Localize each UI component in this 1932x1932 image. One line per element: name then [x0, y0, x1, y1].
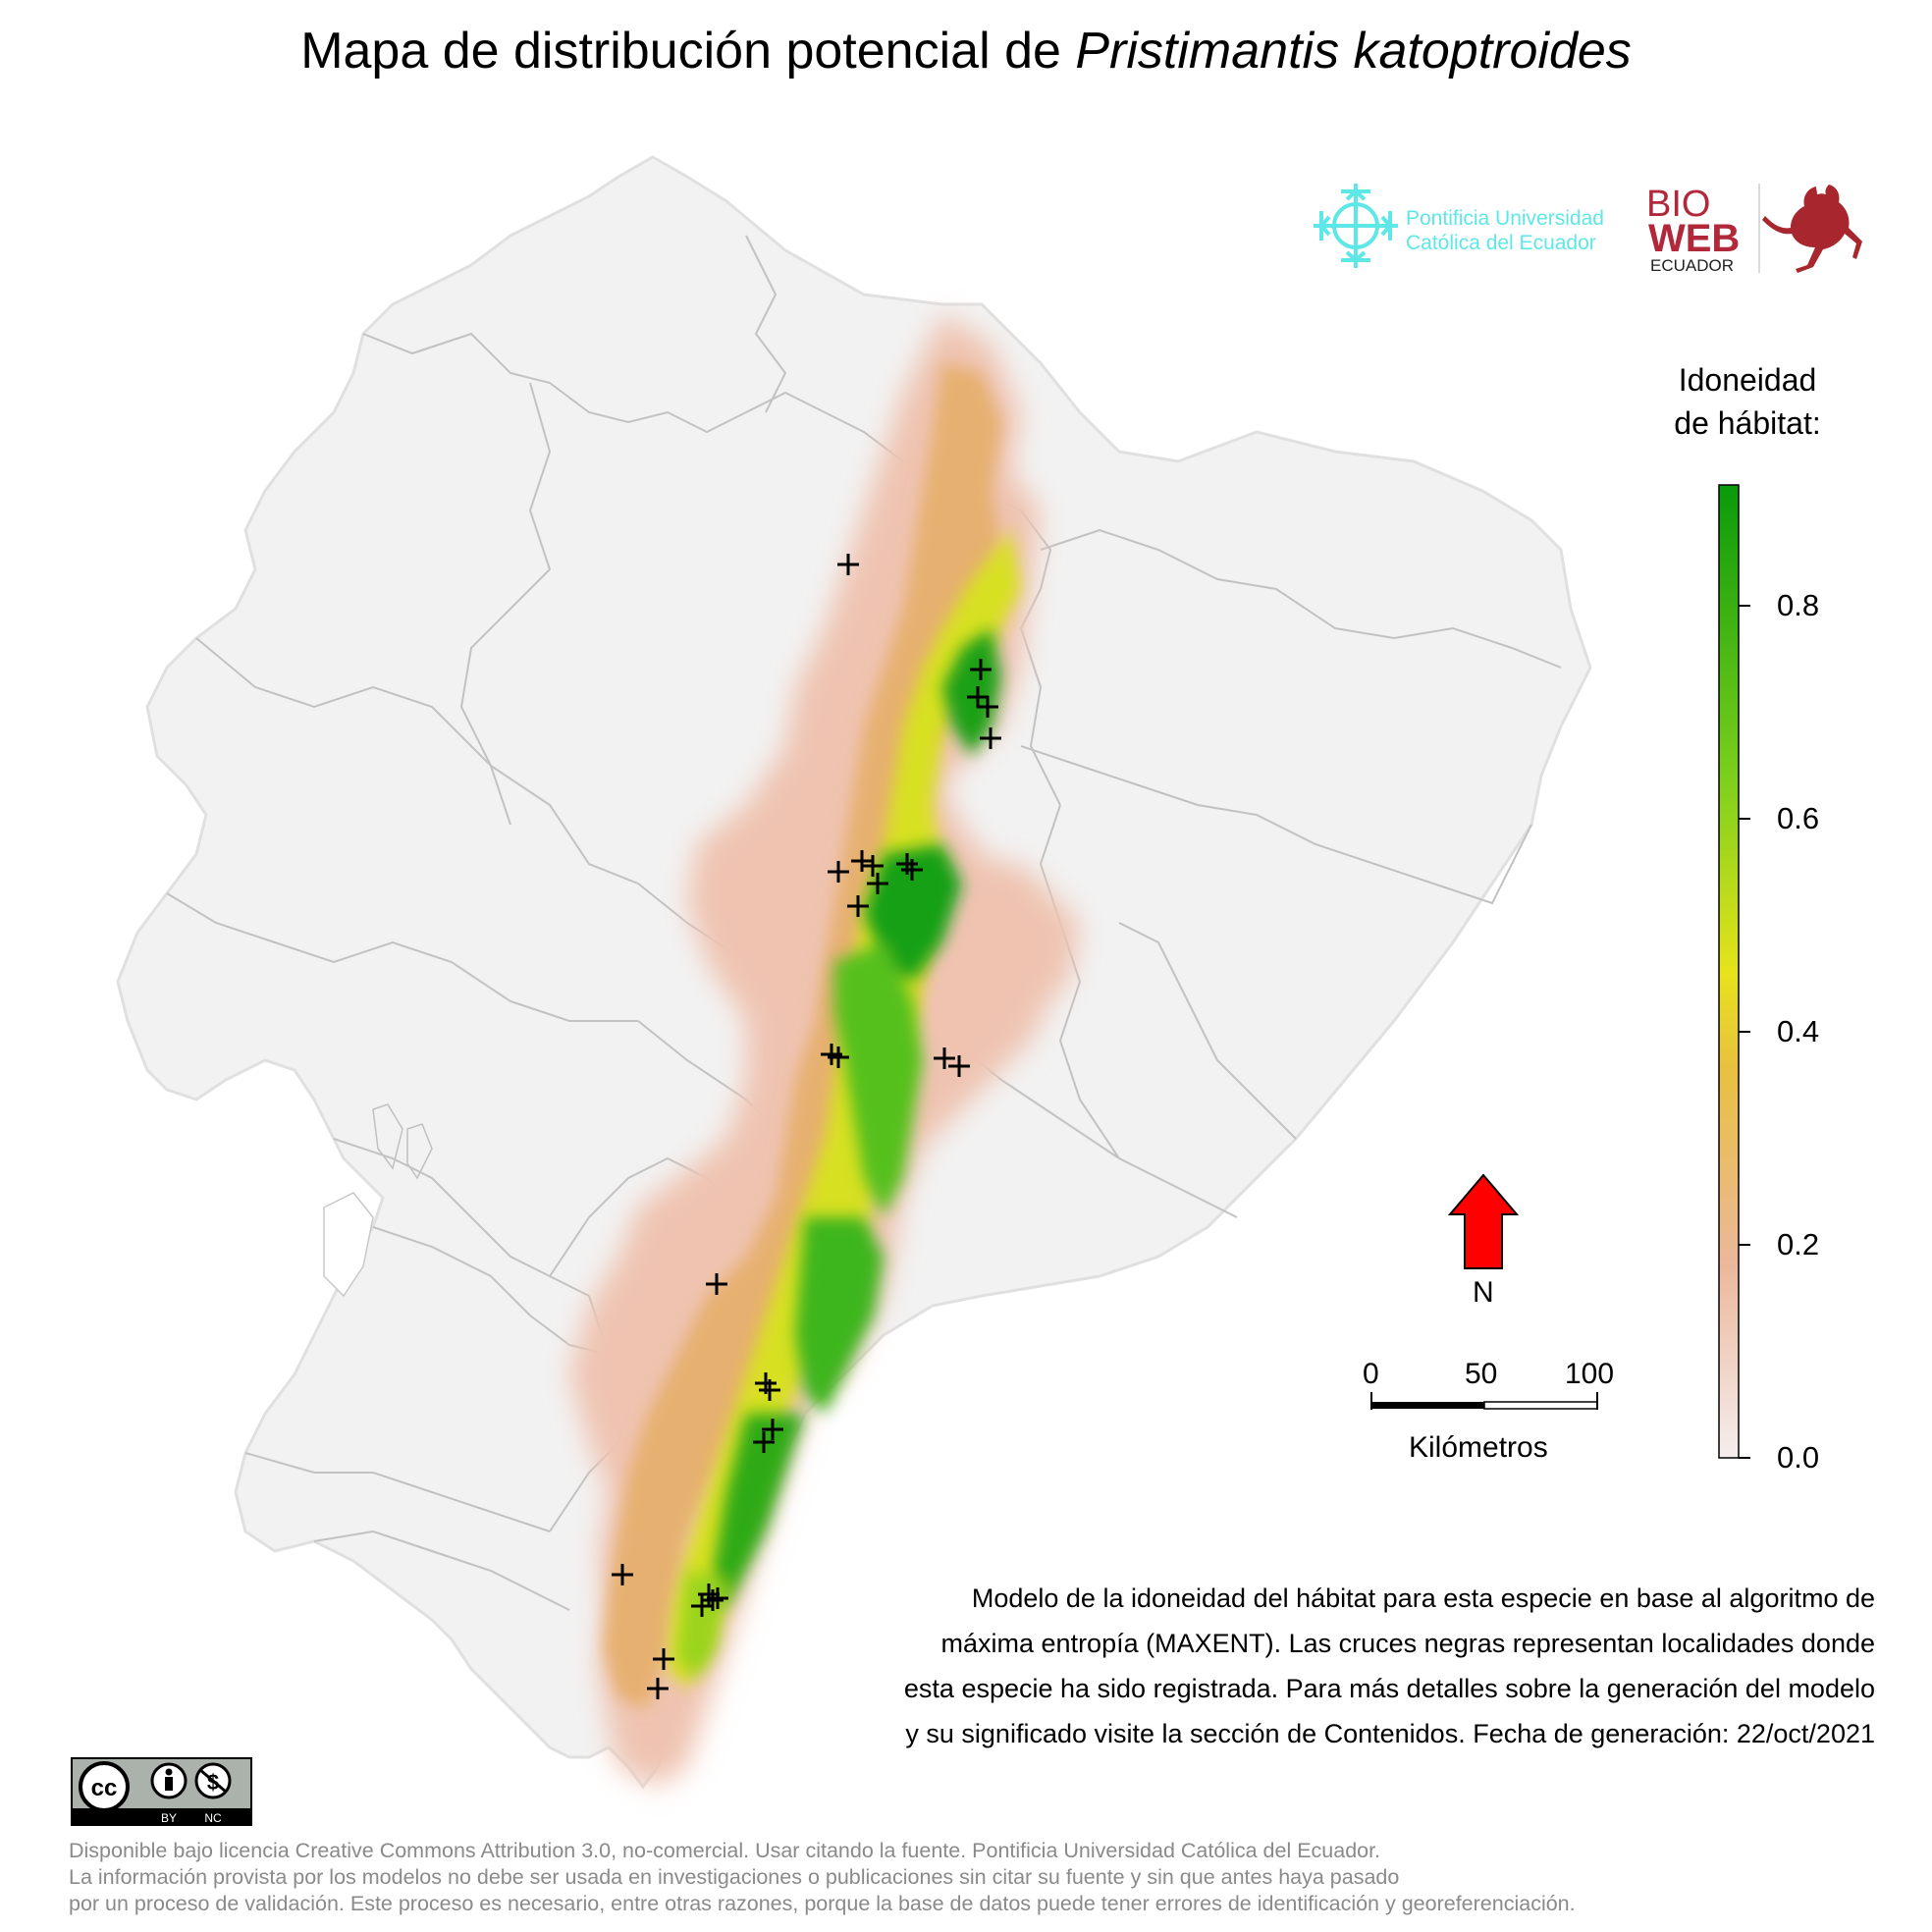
occurrence-marker — [851, 850, 873, 872]
license-text: Disponible bajo licencia Creative Common… — [69, 1839, 1576, 1915]
occurrence-marker — [706, 1273, 727, 1295]
occurrence-marker — [862, 855, 884, 877]
occurrence-marker — [653, 1648, 674, 1670]
occurrence-marker — [901, 859, 923, 881]
occurrence-marker — [762, 1419, 783, 1440]
occurrence-marker — [970, 659, 992, 680]
map-title: Mapa de distribución potencial de Pristi… — [300, 23, 1632, 80]
legend-title: Idoneidad de hábitat: — [1674, 362, 1821, 441]
occurrence-marker — [967, 686, 989, 708]
svg-text:BIO: BIO — [1646, 184, 1710, 225]
svg-text:cc: cc — [91, 1775, 118, 1801]
occurrence-markers — [612, 554, 1001, 1699]
suitability-high-zone — [677, 628, 1001, 1679]
scale-bar — [1370, 1392, 1598, 1410]
scale-label-100: 100 — [1565, 1358, 1615, 1390]
north-label: N — [1473, 1276, 1494, 1309]
svg-text:NC: NC — [204, 1811, 222, 1825]
svg-text:WEB: WEB — [1648, 217, 1740, 260]
suitability-medium-low-zone — [604, 363, 1001, 1708]
legend-tick-label: 0.8 — [1777, 588, 1820, 622]
occurrence-marker — [612, 1564, 633, 1585]
occurrence-marker — [828, 1046, 849, 1068]
occurrence-marker — [837, 554, 859, 575]
scale-unit-label: Kilómetros — [1409, 1431, 1548, 1464]
legend-tick-label: 0.0 — [1777, 1440, 1820, 1475]
svg-text:ECUADOR: ECUADOR — [1650, 256, 1734, 275]
species-name: Pristimantis katoptroides — [1075, 23, 1632, 80]
legend-tick-label: 0.4 — [1777, 1014, 1820, 1048]
legend-tick-label: 0.6 — [1777, 801, 1820, 835]
occurrence-marker — [707, 1587, 728, 1609]
occurrence-marker — [934, 1047, 955, 1069]
occurrence-marker — [753, 1431, 775, 1453]
suitability-medium-zone — [668, 530, 1021, 1689]
scale-label-50: 50 — [1465, 1358, 1498, 1390]
puce-logo-icon — [1314, 184, 1398, 268]
legend-tick-label: 0.2 — [1777, 1227, 1820, 1261]
puce-logo-text: Pontificia Universidad Católica del Ecua… — [1406, 207, 1604, 254]
occurrence-marker — [867, 873, 888, 894]
legend-colorbar — [1718, 484, 1750, 1459]
occurrence-marker — [828, 861, 849, 883]
bioweb-logo: BIO WEB ECUADOR — [1644, 179, 1900, 282]
scale-label-0: 0 — [1363, 1358, 1379, 1390]
svg-text:BY: BY — [161, 1811, 177, 1825]
creative-commons-badge[interactable]: cc $ BY NC — [71, 1757, 252, 1826]
map-caption: Modelo de la idoneidad del hábitat para … — [903, 1583, 1875, 1748]
occurrence-marker — [847, 895, 869, 917]
occurrence-marker — [759, 1379, 780, 1401]
frog-icon — [1762, 185, 1862, 273]
occurrence-marker — [647, 1678, 669, 1699]
occurrence-marker — [977, 696, 998, 718]
occurrence-marker — [702, 1589, 724, 1611]
occurrence-marker — [980, 727, 1001, 749]
occurrence-marker — [948, 1055, 970, 1077]
north-arrow-icon — [1447, 1173, 1520, 1269]
